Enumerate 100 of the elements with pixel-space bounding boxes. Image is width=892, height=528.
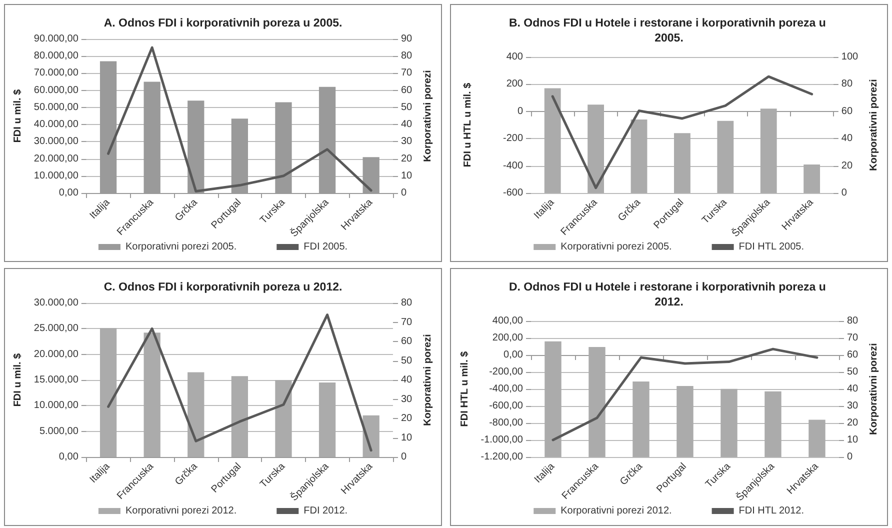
y-tick-label: 400,00: [492, 316, 524, 326]
y2-axis-title: Korporativni porezi: [422, 334, 434, 426]
y-tick-label: 0: [517, 106, 524, 117]
y2-tick-label: 30: [400, 136, 413, 148]
line-series: [552, 348, 818, 442]
y-tick-label: 200,00: [492, 332, 524, 344]
y2-axis-title: Korporativni porezi: [422, 70, 434, 162]
bar: [804, 164, 820, 193]
legend-label: FDI HTL 2012.: [738, 506, 804, 516]
y2-tick-label: 30: [400, 394, 413, 405]
y2-tick-label: 0: [400, 452, 407, 462]
y2-tick-label: 10: [400, 170, 413, 182]
bar: [144, 332, 160, 457]
y-tick-label: 50.000,00: [34, 102, 79, 113]
y-tick-label: 10.000,00: [34, 170, 79, 182]
y-tick-label: 15.000,00: [34, 374, 79, 386]
y-tick-label: 20.000,00: [34, 348, 79, 360]
bar: [676, 386, 694, 457]
y2-tick-label: 60: [400, 336, 413, 347]
legend-label: FDI 2012.: [304, 506, 348, 516]
y2-tick-label: 40: [846, 384, 859, 394]
y2-tick-label: 10: [400, 432, 413, 444]
bar: [318, 382, 336, 457]
legend-label: FDI HTL 2005.: [738, 242, 804, 252]
legend-label: Korporativni porezi 2005.: [560, 242, 672, 252]
y2-axis-title: Korporativni porezi: [868, 342, 880, 435]
y-axis-title: FDI u HTL u mil. $: [462, 82, 474, 168]
bar: [544, 88, 561, 193]
y-tick-label: 20.000,00: [34, 153, 79, 164]
y-tick-label: -1.200,00: [480, 452, 524, 462]
bar: [588, 347, 606, 457]
bar: [100, 328, 117, 457]
y-tick-label: 400: [506, 52, 524, 62]
y2-tick-label: 80: [841, 78, 853, 90]
y2-tick-label: 50: [400, 355, 413, 366]
y-tick-label: 30.000,00: [34, 298, 79, 308]
y2-tick-label: 70: [400, 316, 413, 328]
y-axis-title: FDI u mil. $: [12, 352, 24, 407]
y2-tick-label: 60: [400, 84, 413, 96]
y2-tick-label: 80: [400, 298, 413, 308]
line-series: [551, 75, 814, 190]
y2-tick-label: 70: [846, 332, 859, 344]
y-tick-label: 5.000,00: [39, 426, 79, 437]
y-tick-label: 10.000,00: [34, 400, 79, 412]
bar: [632, 382, 650, 457]
y2-tick-label: 30: [846, 400, 859, 412]
line-series: [107, 314, 372, 452]
bar: [275, 380, 292, 457]
y-tick-label: -800,00: [489, 418, 524, 428]
y2-tick-label: 90: [400, 34, 413, 44]
y2-tick-label: 80: [400, 50, 413, 62]
legend-label: Korporativni porezi 2012.: [125, 506, 237, 516]
y2-tick-label: 20: [400, 153, 413, 164]
chart-title: A. Odnos FDI i korporativnih poreza u 2005.: [104, 18, 342, 30]
bar: [630, 120, 648, 193]
y2-tick-label: 60: [846, 350, 859, 360]
y-tick-label: -400: [502, 160, 524, 172]
y-tick-label: 25.000,00: [34, 323, 79, 334]
y2-tick-label: 70: [400, 68, 413, 79]
bar: [760, 108, 777, 193]
y-tick-label: -400,00: [489, 384, 524, 394]
y-tick-label: -600: [502, 188, 524, 198]
y2-tick-label: 40: [400, 119, 413, 130]
bar: [717, 120, 734, 193]
chart-title: C. Odnos FDI i korporativnih poreza u 2012.: [104, 282, 342, 294]
bar: [764, 391, 782, 457]
bar: [231, 376, 248, 457]
y-tick-label: -1.000,00: [480, 434, 524, 446]
y2-axis-title: Korporativni porezi: [868, 78, 880, 171]
y-axis-title: FDI u mil. $: [12, 88, 24, 143]
y-tick-label: 80.000,00: [34, 50, 79, 62]
y2-tick-label: 20: [841, 160, 853, 172]
y2-tick-label: 40: [400, 374, 413, 386]
bar: [808, 420, 826, 457]
chart-title: D. Odnos FDI u Hotele i restorane i korporativnih poreza u 2012.: [508, 282, 830, 308]
legend-label: Korporativni porezi 2012.: [560, 506, 672, 516]
y2-tick-label: 80: [846, 316, 859, 326]
bar: [544, 341, 562, 457]
y-tick-label: 70.000,00: [34, 68, 79, 79]
y-tick-label: 0,00: [58, 452, 79, 462]
y2-tick-label: 0: [400, 188, 407, 198]
chart-title: B. Odnos FDI u Hotele i restorane i korporativnih poreza u 2005.: [508, 18, 830, 44]
y2-tick-label: 10: [846, 434, 859, 446]
y-tick-label: -200,00: [489, 366, 524, 378]
y2-tick-label: 60: [841, 106, 853, 117]
bar: [674, 133, 690, 193]
y2-tick-label: 20: [400, 413, 413, 424]
y2-tick-label: 50: [846, 366, 859, 378]
y2-tick-label: 50: [400, 102, 413, 113]
y-tick-label: 0,00: [504, 350, 524, 360]
legend-label: FDI 2005.: [304, 242, 348, 252]
bar: [720, 388, 738, 457]
bar: [188, 372, 204, 457]
y-tick-label: 0,00: [58, 188, 79, 198]
y2-tick-label: 40: [841, 133, 853, 144]
y2-tick-label: 20: [846, 418, 859, 428]
y-tick-label: 30.000,00: [34, 136, 79, 148]
bar: [588, 104, 604, 193]
y-tick-label: 40.000,00: [34, 119, 79, 130]
y-tick-label: 90.000,00: [34, 34, 79, 44]
